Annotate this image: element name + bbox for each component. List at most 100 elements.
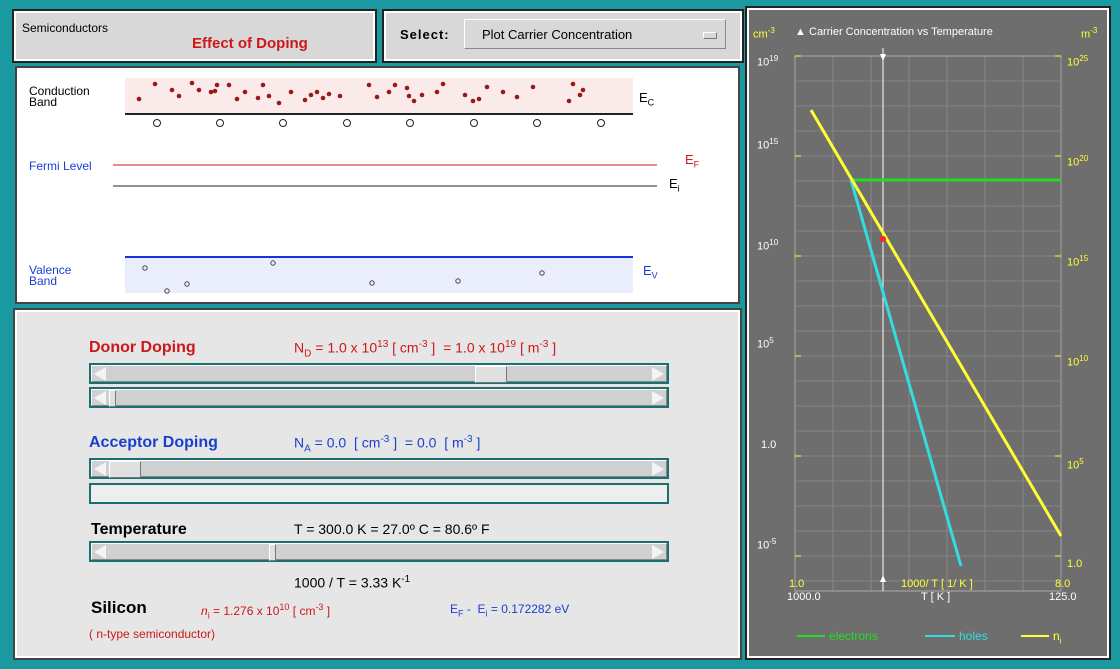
- material-type: ( n-type semiconductor): [89, 627, 216, 641]
- electron-dot: [214, 82, 220, 88]
- electron-dot: [320, 95, 326, 101]
- conduction-band-label: Conduction Band: [29, 84, 90, 109]
- acceptor-doping-value: NA = 0.0 [ cm-3 ] = 0.0 [ m-3 ]: [294, 434, 481, 455]
- right-tick-5: 105: [1067, 457, 1084, 472]
- right-tick-25: 1025: [1067, 54, 1089, 69]
- title-box: Semiconductors Effect of Doping: [12, 9, 377, 63]
- hole-dot: [142, 265, 148, 271]
- holes-group: [142, 260, 545, 294]
- electron-dot: [302, 97, 308, 103]
- donor-ion: [279, 119, 287, 127]
- graph-panel: cm-3 ▲ Carrier Concentration vs Temperat…: [745, 6, 1111, 660]
- control-panel: Donor Doping ND = 1.0 x 1013 [ cm-3 ] = …: [13, 308, 742, 660]
- electron-dot: [476, 96, 482, 102]
- electron-dot: [566, 98, 572, 104]
- band-diagram-panel: Conduction Band EC Fermi Level EF Ei Vale…: [15, 66, 740, 304]
- ev-label: EV: [643, 263, 658, 281]
- electron-dot: [314, 89, 320, 95]
- donor-fine-slider[interactable]: [89, 387, 669, 408]
- legend-electrons: electrons: [829, 629, 878, 643]
- left-tick-5: 105: [757, 336, 774, 351]
- graph-up-arrow-icon: ▲: [795, 26, 806, 38]
- electron-dot: [440, 81, 446, 87]
- fermi-offset: EF - Ei = 0.172282 eV: [450, 602, 570, 619]
- hole-dot: [369, 280, 375, 286]
- ni-curve: [809, 109, 1063, 537]
- hole-dot: [184, 281, 190, 287]
- graph-title: Carrier Concentration vs Temperature: [809, 26, 993, 38]
- electron-dot: [404, 85, 410, 91]
- x-left-bottom: 1000.0: [787, 591, 821, 603]
- temperature-value: T = 300.0 K = 27.0º C = 80.6º F: [294, 521, 490, 537]
- electron-dot: [208, 89, 214, 95]
- donor-ion: [153, 119, 161, 127]
- slider-thumb[interactable]: [268, 544, 276, 561]
- hole-dot: [164, 288, 170, 294]
- slider-right-arrow-icon: [652, 545, 664, 559]
- electrons-group: [136, 80, 586, 106]
- plot-ticks: [795, 55, 1061, 557]
- acceptor-fine-field[interactable]: [89, 483, 669, 504]
- plot-frame: [794, 55, 1062, 592]
- electron-dot: [288, 89, 294, 95]
- x-mid-bottom: T [ K ]: [921, 591, 951, 603]
- plot-select-dropdown[interactable]: Plot Carrier Concentration: [464, 19, 726, 49]
- electron-dot: [462, 92, 468, 98]
- acceptor-slider[interactable]: [89, 458, 669, 479]
- slider-left-arrow-icon: [94, 391, 106, 405]
- donor-ion: [470, 119, 478, 127]
- electron-dot: [374, 94, 380, 100]
- electron-dot: [530, 84, 536, 90]
- electron-dot: [308, 92, 314, 98]
- electron-dot: [196, 87, 202, 93]
- hole-dot: [539, 270, 545, 276]
- electron-dot: [514, 94, 520, 100]
- x-left-top: 1.0: [789, 578, 805, 590]
- electron-dot: [500, 89, 506, 95]
- electron-dot: [366, 82, 372, 88]
- temperature-title: Temperature: [91, 521, 187, 538]
- dropdown-arrow-icon: [703, 32, 717, 39]
- holes-curve: [849, 179, 963, 567]
- electron-dot: [169, 87, 175, 93]
- electron-dot: [580, 87, 586, 93]
- x-mid-top: 1000/ T [ 1/ K ]: [901, 578, 973, 590]
- select-box: Select: Plot Carrier Concentration: [382, 9, 744, 63]
- right-unit-label: m-3: [1081, 26, 1098, 41]
- donor-coarse-slider[interactable]: [89, 363, 669, 384]
- electron-dot: [260, 82, 266, 88]
- electron-dot: [337, 93, 343, 99]
- slider-thumb[interactable]: [109, 390, 116, 407]
- right-tick-0: 1.0: [1067, 558, 1083, 570]
- slider-thumb[interactable]: [474, 366, 507, 383]
- slider-right-arrow-icon: [652, 367, 664, 381]
- slider-thumb[interactable]: [109, 461, 141, 478]
- current-ni-point: [880, 236, 886, 242]
- donor-ion: [533, 119, 541, 127]
- inverse-temperature: 1000 / T = 3.33 K-1: [294, 574, 411, 591]
- electron-dot: [386, 89, 392, 95]
- left-tick-19: 1019: [757, 54, 779, 69]
- carrier-plot: [794, 48, 1063, 637]
- left-tick-0: 1.0: [761, 439, 777, 451]
- slider-right-arrow-icon: [652, 391, 664, 405]
- electron-dot: [226, 82, 232, 88]
- temperature-slider[interactable]: [89, 541, 669, 562]
- donor-ion: [406, 119, 414, 127]
- donor-ion: [216, 119, 224, 127]
- ei-label: Ei: [669, 176, 680, 194]
- slider-left-arrow-icon: [94, 367, 106, 381]
- electron-dot: [242, 89, 248, 95]
- left-tick-10: 1010: [757, 238, 779, 253]
- electron-dot: [234, 96, 240, 102]
- electron-dot: [212, 88, 218, 94]
- app-category: Semiconductors: [22, 21, 109, 35]
- right-tick-20: 1020: [1067, 154, 1089, 169]
- electron-dot: [411, 98, 417, 104]
- electron-dot: [276, 100, 282, 106]
- electron-dot: [470, 98, 476, 104]
- electron-dot: [152, 81, 158, 87]
- plot-grid: [795, 56, 1062, 591]
- donor-doping-value: ND = 1.0 x 1013 [ cm-3 ] = 1.0 x 1019 [ …: [294, 339, 557, 360]
- donor-ion: [343, 119, 351, 127]
